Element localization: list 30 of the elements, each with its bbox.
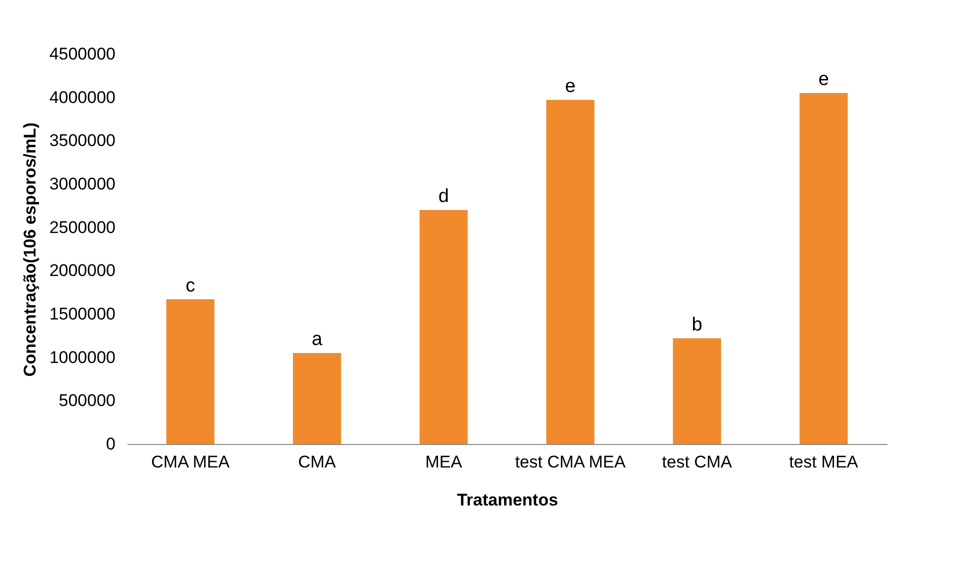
- x-axis-title: Tratamentos: [456, 490, 558, 510]
- bar: [292, 353, 342, 444]
- y-tick-label: 4500000: [49, 44, 116, 64]
- y-tick-label: 2500000: [49, 218, 116, 237]
- annotation: b: [692, 314, 702, 336]
- y-tick-label: 500000: [58, 391, 116, 410]
- x-tick-label: CMA: [298, 452, 337, 472]
- y-tick-label: 1500000: [49, 304, 116, 324]
- annotation: e: [565, 76, 576, 97]
- y-tick-label: 2000000: [49, 261, 116, 280]
- bar: [166, 299, 214, 444]
- x-tick-label: test CMA: [662, 452, 733, 472]
- bar: [420, 210, 468, 444]
- bar: [672, 338, 722, 444]
- x-tick-label: MEA: [425, 452, 463, 472]
- x-tick-label: test MEA: [789, 452, 859, 472]
- y-tick-label: 1000000: [49, 348, 116, 367]
- y-tick-label: 3000000: [49, 174, 116, 194]
- bar: [800, 93, 848, 444]
- y-tick-label: 4000000: [49, 88, 116, 107]
- annotation: a: [312, 329, 323, 350]
- y-tick-label: 0: [106, 434, 116, 454]
- y-tick-label: 3500000: [49, 131, 116, 150]
- annotation: e: [818, 69, 829, 90]
- bar: [546, 100, 594, 444]
- annotation: c: [186, 275, 196, 296]
- x-tick-label: CMA MEA: [151, 452, 230, 472]
- y-axis-title: Concentração(106 esporos/mL): [20, 122, 40, 377]
- annotation: d: [438, 186, 449, 207]
- x-tick-label: test CMA MEA: [515, 452, 626, 472]
